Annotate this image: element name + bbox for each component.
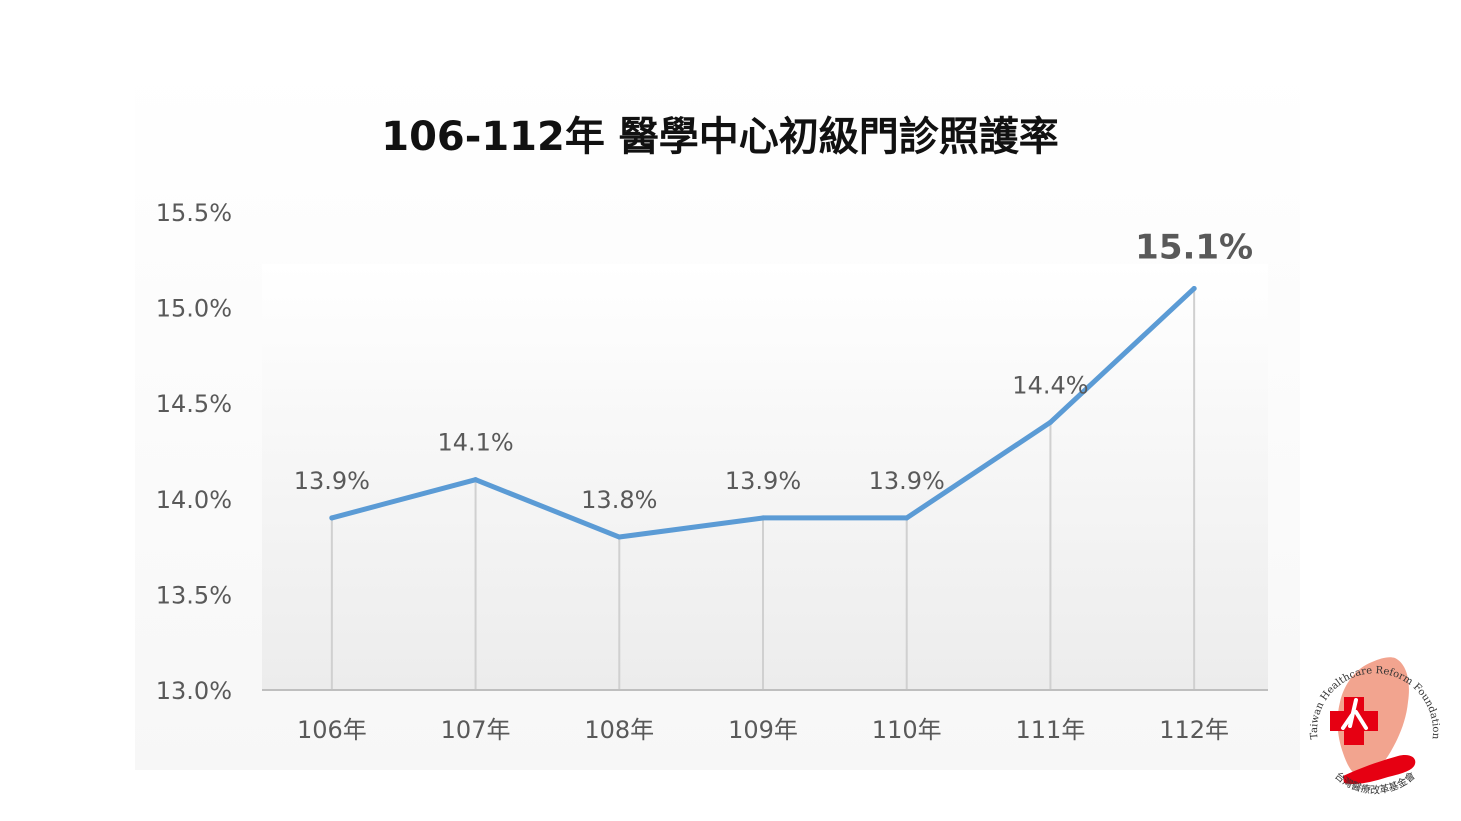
y-tick-label: 13.5%	[156, 581, 232, 609]
drop-lines	[330, 288, 1196, 690]
data-label: 13.9%	[869, 467, 945, 495]
hand-icon	[1343, 754, 1416, 785]
x-tick-label: 107年	[441, 716, 511, 744]
data-point	[904, 515, 910, 521]
x-axis-ticks: 106年 107年 108年 109年 110年 111年 112年	[297, 716, 1229, 744]
y-tick-label: 14.0%	[156, 486, 232, 514]
data-point	[1047, 419, 1053, 425]
y-tick-label: 15.5%	[156, 199, 232, 227]
data-label: 13.9%	[294, 467, 370, 495]
x-tick-label: 108年	[584, 716, 654, 744]
data-point	[760, 515, 766, 521]
x-tick-label: 111年	[1016, 716, 1086, 744]
data-label: 14.4%	[1012, 371, 1088, 399]
data-point	[616, 534, 622, 540]
y-tick-label: 13.0%	[156, 677, 232, 705]
data-point	[329, 515, 335, 521]
data-label: 14.1%	[437, 429, 513, 457]
x-tick-label: 106年	[297, 716, 367, 744]
y-axis-ticks: 13.0% 13.5% 14.0% 14.5% 15.0% 15.5%	[156, 199, 232, 705]
foundation-logo: Taiwan Healthcare Reform Foundation 台灣醫療…	[1305, 657, 1445, 805]
x-tick-label: 112年	[1159, 716, 1229, 744]
figure-icon	[1341, 698, 1368, 730]
data-point	[1191, 285, 1197, 291]
series-line-group	[329, 285, 1197, 540]
y-tick-label: 14.5%	[156, 390, 232, 418]
x-tick-label: 110年	[872, 716, 942, 744]
x-tick-label: 109年	[728, 716, 798, 744]
data-label: 13.9%	[725, 467, 801, 495]
plot-area	[262, 264, 1268, 691]
data-labels: 13.9% 14.1% 13.8% 13.9% 13.9% 14.4% 15.1%	[294, 227, 1253, 514]
data-label: 13.8%	[581, 486, 657, 514]
data-label-highlight: 15.1%	[1135, 227, 1253, 267]
data-point	[473, 477, 479, 483]
chart-title: 106-112年 醫學中心初級門診照護率	[381, 114, 1059, 160]
y-tick-label: 15.0%	[156, 295, 232, 323]
